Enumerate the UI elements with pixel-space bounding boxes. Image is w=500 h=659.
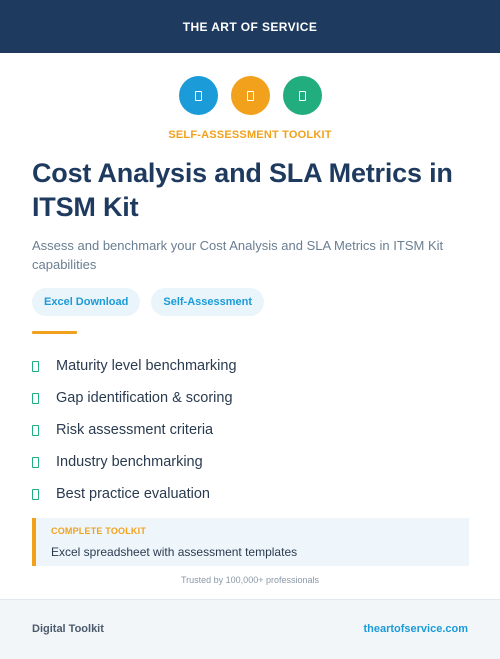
callout-text: Excel spreadsheet with assessment templa… [51,545,298,559]
feature-item: Gap identification & scoring [32,382,472,414]
checkbox-icon [32,456,39,468]
footer-label: Digital Toolkit [32,623,104,635]
header-bar: THE ART OF SERVICE [0,0,500,53]
feature-list: Maturity level benchmarking Gap identifi… [32,350,472,510]
clipboard-icon [282,76,322,115]
feature-item: Best practice evaluation [32,478,472,510]
icon-row [0,76,500,115]
checkbox-icon [32,488,39,500]
feature-item: Maturity level benchmarking [32,350,472,382]
website-link[interactable]: theartofservice.com [363,623,468,635]
callout-label: COMPLETE TOOLKIT [51,526,147,536]
tag-list: Excel Download Self-Assessment [32,288,265,316]
clipboard-icon [230,76,270,115]
toolkit-callout: COMPLETE TOOLKIT Excel spreadsheet with … [32,518,469,566]
clipboard-icon [178,76,218,115]
checkbox-icon [32,424,39,436]
checkbox-icon [32,392,39,404]
feature-text: Risk assessment criteria [56,422,214,438]
feature-text: Industry benchmarking [56,454,203,470]
subtitle: Assess and benchmark your Cost Analysis … [32,238,444,272]
feature-item: Industry benchmarking [32,446,472,478]
accent-divider [32,331,77,334]
feature-text: Gap identification & scoring [56,390,233,406]
page-title: Cost Analysis and SLA Metrics in ITSM Ki… [32,158,453,222]
feature-text: Maturity level benchmarking [56,358,237,374]
trust-note: Trusted by 100,000+ professionals [180,575,319,585]
feature-text: Best practice evaluation [56,486,210,502]
brand-name: THE ART OF SERVICE [182,19,318,34]
checkbox-icon [32,360,39,372]
eyebrow-label: SELF-ASSESSMENT TOOLKIT [168,129,332,141]
tag-self-assessment: Self-Assessment [151,288,265,316]
tag-excel-download: Excel Download [32,288,141,316]
footer: Digital Toolkit theartofservice.com [0,599,500,659]
feature-item: Risk assessment criteria [32,414,472,446]
